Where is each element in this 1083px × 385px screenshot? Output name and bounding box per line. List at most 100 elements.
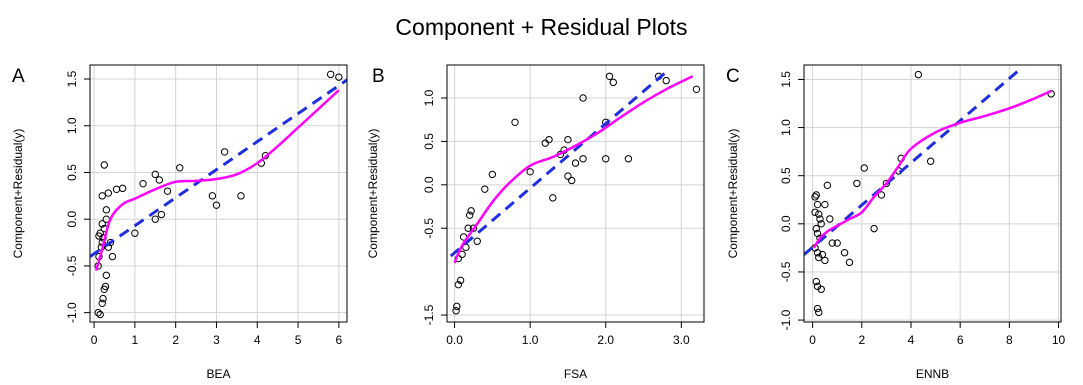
y-tick-label: 1.5 — [65, 70, 79, 87]
data-point — [176, 164, 184, 172]
data-point — [840, 248, 849, 257]
data-point — [568, 176, 576, 185]
data-point — [481, 185, 489, 193]
data-point — [882, 179, 891, 188]
data-point — [106, 238, 115, 247]
x-tick-label: 0.0 — [446, 333, 463, 347]
y-tick-label: -1.5 — [422, 304, 436, 325]
data-point — [139, 179, 147, 188]
data-point — [526, 168, 534, 176]
x-tick-label: 0 — [91, 333, 98, 347]
x-tick-label: 2.0 — [597, 333, 614, 347]
panel-label: B — [372, 66, 385, 87]
x-axis-title: BEA — [206, 367, 230, 381]
data-point — [469, 224, 478, 232]
data-point — [815, 308, 823, 317]
data-point — [833, 239, 841, 247]
x-tick-label: 3.0 — [673, 333, 690, 347]
data-point — [157, 210, 166, 219]
data-point — [914, 70, 923, 79]
data-point — [100, 161, 108, 169]
data-point — [454, 280, 463, 289]
data-point — [813, 200, 822, 209]
data-point — [1047, 90, 1055, 98]
y-axis-title: Component+Residual(y) — [366, 129, 380, 259]
data-point — [811, 193, 819, 201]
data-point — [816, 215, 824, 223]
data-point — [101, 282, 110, 291]
x-tick-label: 8 — [1006, 333, 1013, 347]
smooth-line — [812, 89, 1052, 249]
x-tick-label: 2 — [858, 333, 865, 347]
data-point — [456, 276, 465, 285]
data-point — [571, 159, 580, 167]
data-point — [131, 229, 139, 237]
data-point — [151, 215, 159, 223]
data-point — [473, 237, 481, 245]
x-tick-label: 0 — [809, 333, 816, 347]
x-axis-title: FSA — [564, 367, 587, 381]
y-tick-label: 1.5 — [779, 71, 793, 88]
data-point — [823, 181, 832, 190]
data-point — [452, 307, 460, 315]
data-point — [828, 239, 836, 247]
panel-b: 0.0 1.0 2.0 3.0 -1.5 -0.5 0.0 0.5 1.0 FSA Componen… — [366, 64, 705, 381]
y-tick-label: -1.0 — [779, 309, 793, 330]
y-tick-label: 0.0 — [65, 211, 79, 228]
data-point — [212, 201, 221, 209]
data-point — [815, 210, 823, 218]
data-point — [602, 155, 610, 163]
data-point — [488, 170, 497, 179]
data-point — [108, 252, 117, 261]
panel-c: 0 2 4 6 8 10 -1.0 -0.5 0.0 0.5 1.0 1.5 ENNB Component… — [726, 64, 1066, 381]
x-tick-label: 1 — [132, 333, 139, 347]
x-tick-label: 4 — [908, 333, 915, 347]
data-point — [208, 192, 217, 200]
data-point — [826, 215, 834, 223]
data-point — [96, 229, 104, 237]
data-point — [817, 285, 825, 293]
data-point — [564, 172, 572, 180]
data-point — [817, 220, 825, 228]
x-tick-label: 6 — [957, 333, 964, 347]
x-tick-label: 10 — [1052, 333, 1066, 347]
data-point — [96, 310, 104, 319]
chart-title: Component + Residual Plots — [395, 14, 688, 40]
data-point — [564, 135, 572, 144]
data-point — [511, 118, 519, 127]
x-axis-title: ENNB — [916, 367, 949, 381]
y-tick-label: 1.0 — [65, 117, 79, 134]
plot-area — [804, 66, 1055, 317]
regression-line — [804, 66, 1023, 256]
y-tick-label: -0.5 — [422, 218, 436, 239]
data-point — [237, 192, 245, 200]
data-point — [98, 220, 106, 228]
data-point — [465, 211, 474, 219]
data-point — [662, 76, 670, 85]
data-point — [812, 277, 820, 286]
data-point — [104, 189, 113, 197]
data-point — [453, 302, 461, 311]
data-point — [853, 179, 861, 188]
plot-frame — [803, 64, 1062, 323]
smooth-line — [453, 75, 694, 264]
data-point — [464, 224, 472, 232]
y-tick-label: 1.0 — [422, 89, 436, 106]
data-point — [812, 191, 820, 199]
panel-a: 0 1 2 3 4 5 6 -1.0 -0.5 0.0 0.5 1.0 1.5 BEA Component+… — [11, 64, 348, 381]
data-point — [541, 139, 549, 147]
y-axis-title: Component+Residual(y) — [726, 129, 740, 259]
plot-area — [449, 70, 701, 315]
data-point — [870, 224, 878, 233]
data-point — [811, 208, 819, 216]
regression-line — [90, 78, 347, 258]
data-point — [845, 258, 854, 267]
data-point — [102, 271, 111, 279]
data-point — [163, 187, 172, 195]
data-point — [467, 207, 475, 215]
data-point — [220, 148, 229, 156]
data-point — [98, 192, 106, 200]
data-point — [102, 206, 111, 214]
data-point — [549, 194, 557, 202]
plot-frame — [89, 64, 348, 323]
